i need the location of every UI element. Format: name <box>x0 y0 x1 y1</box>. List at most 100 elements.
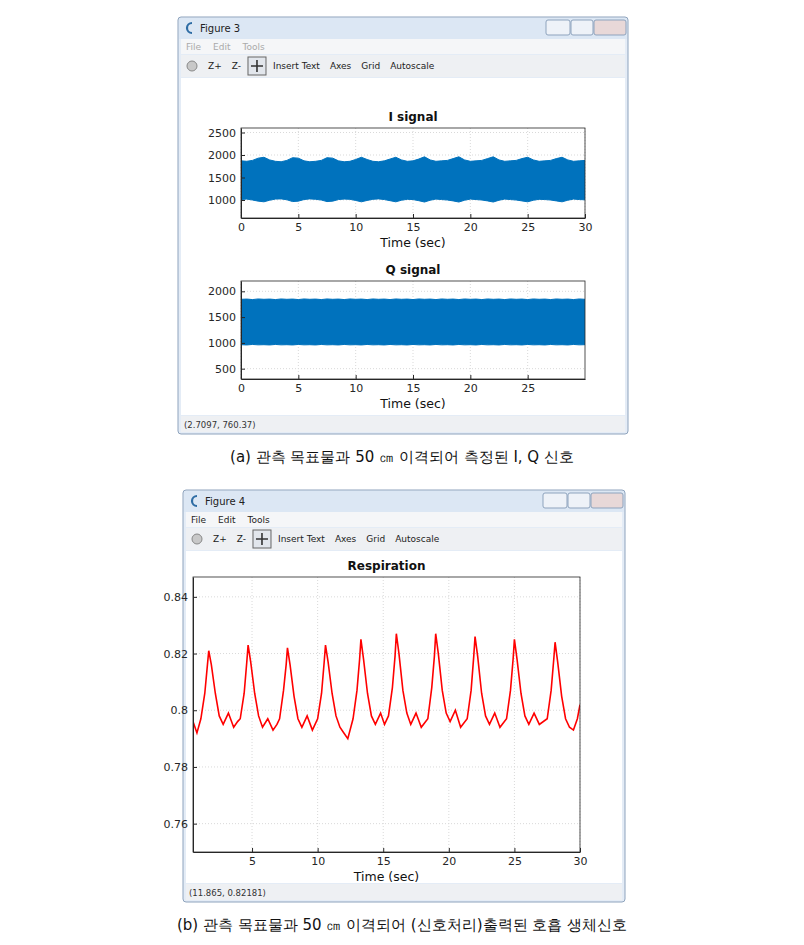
window-button <box>568 493 590 508</box>
toolbar-button[interactable]: Insert Text <box>278 534 325 544</box>
tick-mark <box>356 375 357 379</box>
toolbar-button[interactable]: Grid <box>361 61 380 71</box>
chart: 0510152025500100015002000Q signalTime (s… <box>208 263 586 411</box>
tick: 500 <box>215 363 245 376</box>
marks <box>193 634 580 739</box>
y-axis: 0.76 0.78 0.8 0.82 0.84 <box>164 578 198 853</box>
tick-mark <box>241 133 245 134</box>
grid-line <box>514 577 515 852</box>
signal-line <box>193 634 580 739</box>
tick: 25 <box>521 214 535 234</box>
tick-mark <box>528 214 529 218</box>
plot-frame <box>193 577 580 852</box>
tick-label: 10 <box>311 855 325 868</box>
marks <box>241 157 585 202</box>
window-frame <box>178 17 628 434</box>
plot-frame <box>241 128 585 218</box>
tick-mark <box>449 848 450 852</box>
tick-mark <box>241 369 245 370</box>
tick: 5 <box>295 214 302 234</box>
page: Figure 3FileEditToolsZ+Z-Insert TextAxes… <box>0 0 804 945</box>
tick-label: 1500 <box>208 311 236 324</box>
tick: 10 <box>311 848 325 868</box>
tick-label: 2500 <box>208 127 236 140</box>
tick-label: 15 <box>377 855 391 868</box>
tick-label: 15 <box>407 382 421 395</box>
pan-icon <box>256 533 268 545</box>
menu-item[interactable]: Edit <box>218 515 236 525</box>
pan-button <box>253 530 271 548</box>
axis-line <box>193 578 194 853</box>
tick-label: 25 <box>521 221 535 234</box>
tick-label: 0 <box>238 221 245 234</box>
tick: 1500 <box>208 311 245 324</box>
menu-item[interactable]: File <box>186 42 202 52</box>
axis-line <box>242 379 586 380</box>
menu-bar <box>181 39 625 54</box>
status-bar <box>181 416 625 432</box>
toolbar <box>186 528 622 550</box>
grid <box>193 577 580 852</box>
tick-label: 500 <box>215 363 236 376</box>
toolbar <box>181 55 625 77</box>
toolbar-button[interactable]: Z+ <box>213 534 227 544</box>
toolbar-button[interactable]: Autoscale <box>395 534 440 544</box>
tick: 2500 <box>208 127 245 140</box>
tick-mark <box>528 375 529 379</box>
toolbar-button[interactable]: Autoscale <box>390 61 435 71</box>
y-axis: 500100015002000 <box>208 282 245 380</box>
window-button <box>591 493 623 508</box>
tick-label: 0.78 <box>164 761 189 774</box>
window-button <box>571 20 593 35</box>
tick: 30 <box>574 848 588 868</box>
tick-mark <box>241 291 245 292</box>
tick-mark <box>241 343 245 344</box>
toolbar-button[interactable]: Z+ <box>208 61 222 71</box>
tick-label: 2000 <box>208 149 236 162</box>
tick-mark <box>193 767 197 768</box>
grid <box>241 128 585 218</box>
grid-line <box>241 291 585 292</box>
tick: 30 <box>579 214 593 234</box>
app-icon <box>187 23 192 33</box>
menu-item[interactable]: Tools <box>247 515 270 525</box>
toolbar-button[interactable]: Z- <box>237 534 246 544</box>
pan-button <box>248 57 266 75</box>
tick-label: 15 <box>407 221 421 234</box>
grid <box>241 281 585 379</box>
tick: 0.8 <box>171 704 198 717</box>
tick-label: 20 <box>464 382 478 395</box>
caption: (b) 관측 목표물과 50 ㎝ 이격되어 (신호처리)출력된 호흡 생체신호 <box>177 916 627 934</box>
tick-label: 1000 <box>208 337 236 350</box>
tick-mark <box>298 375 299 379</box>
tick-mark <box>383 848 384 852</box>
x-axis: 0510152025 <box>238 375 586 395</box>
chart: 510152025300.760.780.80.820.84Respiratio… <box>164 559 588 884</box>
grid-line <box>383 577 384 852</box>
title-bar <box>179 18 627 39</box>
tick: 0.82 <box>164 648 198 661</box>
tick: 0.78 <box>164 761 198 774</box>
tick: 0.76 <box>164 818 198 831</box>
tick: 25 <box>521 375 535 395</box>
tick: 10 <box>349 214 363 234</box>
toolbar-button[interactable]: Grid <box>366 534 385 544</box>
tick: 0.84 <box>164 591 198 604</box>
tick: 15 <box>407 214 421 234</box>
menu-item[interactable]: File <box>191 515 207 525</box>
tick-label: 5 <box>295 382 302 395</box>
toolbar-button[interactable]: Insert Text <box>273 61 320 71</box>
tick-label: 25 <box>521 382 535 395</box>
signal-band <box>241 299 585 345</box>
toolbar-button[interactable]: Z- <box>232 61 241 71</box>
x-axis-title: Time (sec) <box>379 396 445 411</box>
tick: 20 <box>464 214 478 234</box>
tick: 20 <box>442 848 456 868</box>
menu-item[interactable]: Tools <box>242 42 265 52</box>
tick-label: 1000 <box>208 194 236 207</box>
toolbar-button[interactable]: Axes <box>335 534 357 544</box>
tick: 1500 <box>208 172 245 185</box>
menu-item[interactable]: Edit <box>213 42 231 52</box>
toolbar-button[interactable]: Axes <box>330 61 352 71</box>
tick-mark <box>241 200 245 201</box>
